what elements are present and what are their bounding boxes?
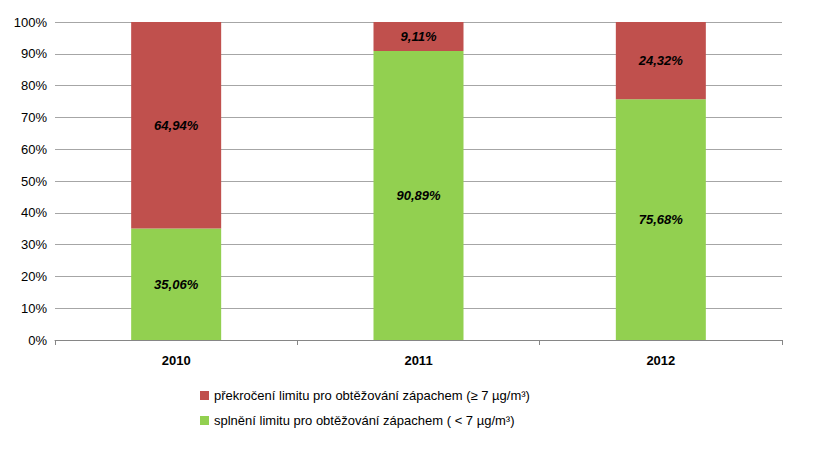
svg-text:0%: 0%: [28, 333, 47, 348]
svg-text:80%: 80%: [21, 78, 47, 93]
svg-text:100%: 100%: [14, 15, 48, 30]
svg-text:překročení limitu pro obtěžová: překročení limitu pro obtěžování zápache…: [214, 388, 530, 403]
svg-text:20%: 20%: [21, 269, 47, 284]
svg-text:24,32%: 24,32%: [638, 53, 684, 68]
svg-text:40%: 40%: [21, 205, 47, 220]
svg-text:75,68%: 75,68%: [639, 212, 684, 227]
svg-text:10%: 10%: [21, 301, 47, 316]
svg-text:50%: 50%: [21, 174, 47, 189]
svg-text:70%: 70%: [21, 110, 47, 125]
svg-text:60%: 60%: [21, 142, 47, 157]
svg-text:2011: 2011: [404, 353, 432, 368]
svg-text:90,89%: 90,89%: [396, 188, 441, 203]
svg-text:64,94%: 64,94%: [154, 118, 199, 133]
svg-text:9,11%: 9,11%: [401, 29, 437, 44]
svg-text:35,06%: 35,06%: [154, 277, 199, 292]
svg-text:splnění limitu pro obtěžování: splnění limitu pro obtěžování zápachem (…: [214, 413, 515, 428]
svg-text:2010: 2010: [162, 353, 191, 368]
svg-text:90%: 90%: [21, 46, 47, 61]
svg-text:2012: 2012: [646, 353, 675, 368]
svg-text:30%: 30%: [21, 237, 47, 252]
